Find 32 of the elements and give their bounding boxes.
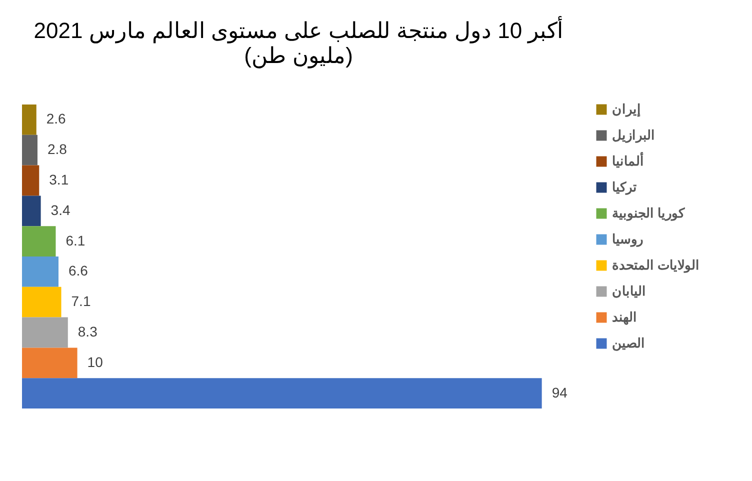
legend-label: كوريا الجنوبية (612, 206, 686, 222)
bar (22, 165, 40, 196)
legend-label: تركيا (612, 180, 637, 196)
legend-label: روسيا (612, 232, 643, 248)
bar (22, 104, 36, 135)
legend-label: الهند (612, 310, 637, 326)
bar (22, 256, 58, 287)
bar (22, 196, 41, 226)
data-label: 6.1 (66, 232, 86, 248)
legend-label: البرازيل (612, 128, 655, 144)
legend-label: الصين (612, 336, 645, 352)
bar (22, 226, 56, 256)
data-label: 3.1 (49, 172, 69, 188)
chart-subtitle: (مليون طن) (244, 43, 353, 69)
data-label: 3.4 (50, 202, 70, 218)
data-label: 94 (552, 384, 568, 400)
data-label: 6.6 (68, 262, 88, 279)
legend-label: الولايات المتحدة (612, 258, 700, 274)
legend-label: إيران (612, 102, 641, 118)
bar (22, 348, 78, 378)
bar (22, 286, 62, 318)
data-label: 2.6 (46, 110, 66, 127)
data-label: 10 (87, 354, 104, 370)
legend-label: اليابان (612, 284, 646, 298)
bar (22, 317, 68, 348)
data-label: 8.3 (78, 323, 98, 340)
bar (22, 378, 542, 408)
legend-label: ألمانيا (612, 152, 644, 168)
data-label: 7.1 (71, 293, 91, 310)
chart-title: أكبر 10 دول منتجة للصلب على مستوى العالم مارس 2021 (34, 15, 564, 44)
bar (22, 134, 38, 166)
data-label: 2.8 (47, 141, 68, 158)
